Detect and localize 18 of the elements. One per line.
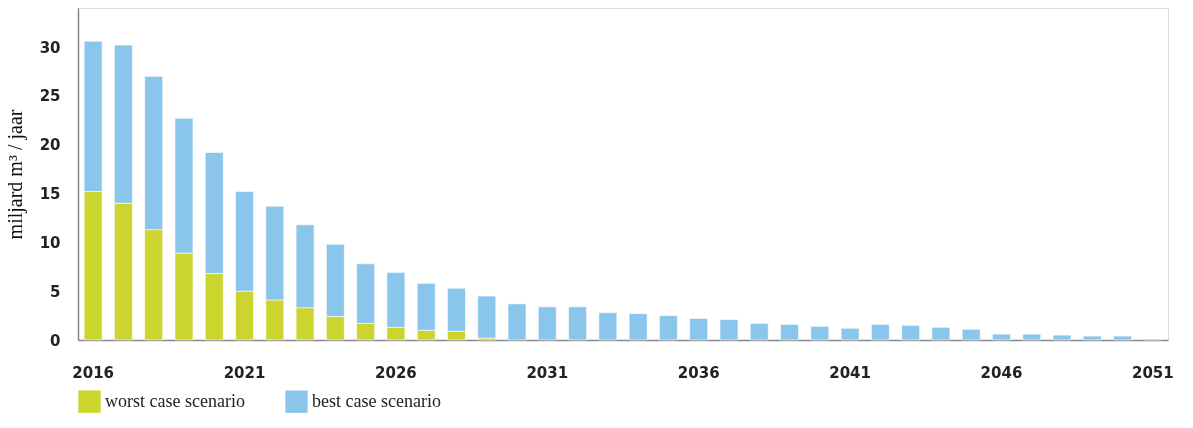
x-tick-label: 2016 bbox=[72, 363, 115, 382]
y-tick-label: 10 bbox=[39, 233, 61, 252]
y-tick-label: 25 bbox=[39, 87, 61, 106]
y-axis-title: miljard m³ / jaar bbox=[3, 109, 27, 240]
y-tick-label: 20 bbox=[39, 136, 61, 155]
x-tick-label: 2031 bbox=[526, 363, 569, 382]
x-tick-label: 2046 bbox=[980, 363, 1023, 382]
y-tick-label: 15 bbox=[39, 185, 61, 204]
y-tick-label: 30 bbox=[39, 38, 61, 57]
x-tick-label: 2021 bbox=[223, 363, 266, 382]
legend-label: worst case scenario bbox=[105, 390, 245, 411]
y-tick-label: 0 bbox=[50, 331, 61, 350]
legend-label: best case scenario bbox=[312, 390, 441, 411]
x-tick-label: 2041 bbox=[829, 363, 871, 382]
x-tick-label: 2051 bbox=[1131, 363, 1174, 382]
x-tick-label: 2036 bbox=[677, 363, 720, 382]
x-tick-label: 2026 bbox=[375, 363, 417, 382]
y-tick-label: 5 bbox=[50, 282, 61, 301]
